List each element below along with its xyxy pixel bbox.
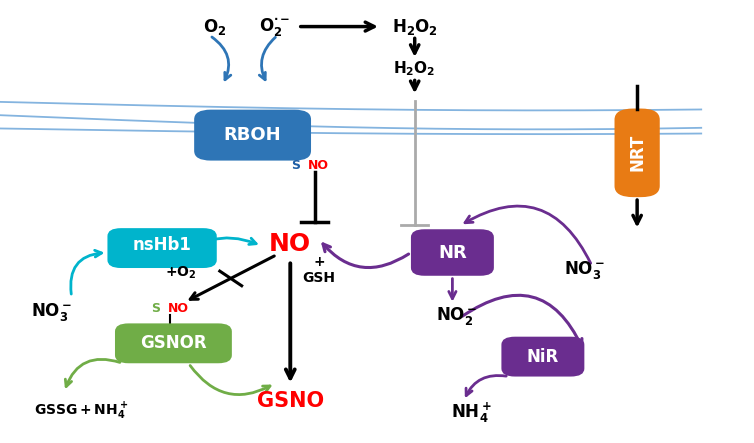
Text: $\mathbf{NO_3^-}$: $\mathbf{NO_3^-}$ xyxy=(564,259,605,281)
Text: $\mathbf{NO_3^-}$: $\mathbf{NO_3^-}$ xyxy=(31,301,72,323)
Text: $\mathbf{O_2^{\bullet-}}$: $\mathbf{O_2^{\bullet-}}$ xyxy=(259,16,291,38)
Text: S: S xyxy=(152,302,161,315)
Text: GSNO: GSNO xyxy=(256,391,324,411)
Text: $\mathbf{H_2O_2}$: $\mathbf{H_2O_2}$ xyxy=(394,59,436,78)
FancyBboxPatch shape xyxy=(115,323,232,363)
Text: $\mathbf{+O_2}$: $\mathbf{+O_2}$ xyxy=(165,264,197,281)
Text: $\mathbf{NO_2^-}$: $\mathbf{NO_2^-}$ xyxy=(436,305,477,326)
Text: NO: NO xyxy=(308,159,329,171)
Text: NiR: NiR xyxy=(527,348,559,365)
Text: GSNOR: GSNOR xyxy=(140,334,207,352)
FancyBboxPatch shape xyxy=(108,228,217,268)
FancyBboxPatch shape xyxy=(411,229,494,276)
Text: NRT: NRT xyxy=(628,134,646,171)
FancyBboxPatch shape xyxy=(615,109,660,197)
Text: $\mathbf{GSSG + NH_4^+}$: $\mathbf{GSSG + NH_4^+}$ xyxy=(34,400,127,422)
Text: +
GSH: + GSH xyxy=(302,255,336,285)
Text: RBOH: RBOH xyxy=(224,126,281,144)
FancyBboxPatch shape xyxy=(195,110,311,161)
Text: NR: NR xyxy=(438,244,467,261)
Text: nsHb1: nsHb1 xyxy=(133,236,192,253)
FancyBboxPatch shape xyxy=(501,337,584,377)
Text: NO: NO xyxy=(168,302,189,315)
Text: NO: NO xyxy=(269,232,311,256)
Text: $\mathbf{O_2}$: $\mathbf{O_2}$ xyxy=(204,16,226,37)
Text: S: S xyxy=(292,159,300,171)
Text: $\mathbf{H_2O_2}$: $\mathbf{H_2O_2}$ xyxy=(392,16,437,37)
Text: $\mathbf{NH_4^+}$: $\mathbf{NH_4^+}$ xyxy=(451,401,492,425)
